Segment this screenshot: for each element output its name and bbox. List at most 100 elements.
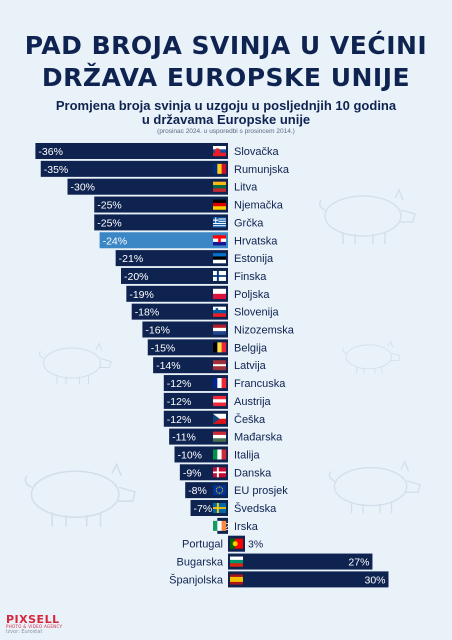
bar xyxy=(94,214,228,231)
greece-flag xyxy=(213,217,226,228)
value-label: -12% xyxy=(167,378,192,390)
eu-flag xyxy=(213,485,226,496)
value-label: -11% xyxy=(172,432,196,444)
category-label: Irska xyxy=(234,521,259,533)
category-label: Slovačka xyxy=(234,146,280,158)
value-label: -36% xyxy=(38,146,63,158)
category-label: Rumunjska xyxy=(234,164,290,176)
bar xyxy=(121,267,228,284)
value-label: -24% xyxy=(103,235,128,247)
category-label: Španjolska xyxy=(169,573,224,586)
croatia-flag xyxy=(213,235,226,246)
pig-icon xyxy=(39,342,112,384)
pig-icon xyxy=(319,188,416,244)
value-label: -25% xyxy=(97,217,122,229)
ireland-flag xyxy=(213,520,227,531)
france-flag xyxy=(213,378,227,389)
value-label: -10% xyxy=(178,449,203,461)
hungary-flag xyxy=(213,431,226,442)
bar xyxy=(147,339,228,356)
belgium-flag xyxy=(213,342,227,353)
slovenia-flag xyxy=(213,306,226,317)
value-label: -35% xyxy=(44,164,69,176)
category-label: Nizozemska xyxy=(234,325,295,337)
category-label: Austrija xyxy=(234,396,272,408)
bar xyxy=(67,178,228,195)
pig-icon xyxy=(24,462,136,527)
bars-group: -36% Slovačka -35% Rumunjska -30% Litva -25% Nj… xyxy=(35,143,389,588)
bar xyxy=(126,285,228,302)
category-label: EU prosjek xyxy=(234,485,288,497)
subtitle-line-1: Promjena broja svinja u uzgoju u posljed… xyxy=(55,98,397,113)
finland-flag xyxy=(213,270,226,281)
title-line-1: PAD BROJA SVINJA U VEĆINI xyxy=(24,31,428,60)
portugal-flag xyxy=(230,538,243,549)
value-label: 30% xyxy=(364,574,385,586)
netherlands-flag xyxy=(213,324,226,335)
austria-flag xyxy=(213,395,226,407)
czechia-flag xyxy=(213,413,226,424)
italy-flag xyxy=(213,449,227,460)
value-label: -8% xyxy=(188,485,207,497)
value-label: -9% xyxy=(183,467,202,479)
pig-silhouettes xyxy=(24,188,421,527)
bar xyxy=(94,196,228,213)
chart-note: (prosinac 2024. u usporedbi s prosincem … xyxy=(157,128,295,135)
lithuania-flag xyxy=(213,181,226,192)
bar xyxy=(163,392,228,409)
category-label: Slovenija xyxy=(234,307,280,319)
bar xyxy=(228,553,373,570)
value-label: -25% xyxy=(97,200,122,212)
page-title: PAD BROJA SVINJA U VEĆINI DRŽAVA EUROPSK… xyxy=(0,30,452,94)
category-label: Hrvatska xyxy=(234,235,278,247)
category-label: Danska xyxy=(234,467,272,479)
bar xyxy=(131,303,228,320)
value-label: -15% xyxy=(151,342,176,354)
brand-tagline: PHOTO & VIDEO AGENCY xyxy=(6,624,63,629)
value-label: -16% xyxy=(145,325,170,337)
bar xyxy=(115,250,228,267)
category-label: Poljska xyxy=(234,289,270,301)
category-label: Portugal xyxy=(182,539,223,551)
category-label: Češka xyxy=(234,413,266,426)
value-label: -20% xyxy=(124,271,149,283)
category-label: Litva xyxy=(234,182,258,194)
value-label: -12% xyxy=(167,414,192,426)
spain-flag xyxy=(230,574,243,585)
estonia-flag xyxy=(213,253,226,264)
slovakia-flag xyxy=(213,146,226,157)
value-label: 3% xyxy=(248,539,263,551)
category-label: Estonija xyxy=(234,253,274,265)
sweden-flag xyxy=(213,503,226,513)
bar xyxy=(228,571,389,588)
latvia-flag xyxy=(213,360,226,371)
poland-flag xyxy=(213,288,226,299)
category-label: Njemačka xyxy=(234,200,284,212)
category-label: Belgija xyxy=(234,342,268,354)
germany-flag xyxy=(213,199,226,210)
category-label: Grčka xyxy=(234,217,264,229)
credit-block: PIXSELL PHOTO & VIDEO AGENCY Izvor: Euro… xyxy=(6,613,62,635)
pig-icon xyxy=(342,340,401,374)
bar xyxy=(99,232,228,249)
category-label: Švedska xyxy=(234,502,277,515)
category-label: Francuska xyxy=(234,378,286,390)
category-label: Bugarska xyxy=(177,557,224,569)
category-label: Italija xyxy=(234,449,261,461)
bar xyxy=(163,410,228,427)
romania-flag xyxy=(213,163,227,174)
bulgaria-flag xyxy=(230,556,243,567)
bar xyxy=(153,357,228,374)
value-label: -19% xyxy=(129,289,154,301)
value-label: -21% xyxy=(119,253,144,265)
bar xyxy=(163,375,228,392)
category-label: Latvija xyxy=(234,360,267,372)
denmark-flag xyxy=(213,467,226,478)
value-label: -30% xyxy=(71,182,96,194)
subtitle-line-2: u državama Europske unije xyxy=(141,112,311,127)
title-line-2: DRŽAVA EUROPSKE UNIJE xyxy=(41,63,411,92)
value-label: -7% xyxy=(194,503,213,515)
value-label: -18% xyxy=(135,307,160,319)
bar xyxy=(142,321,228,338)
